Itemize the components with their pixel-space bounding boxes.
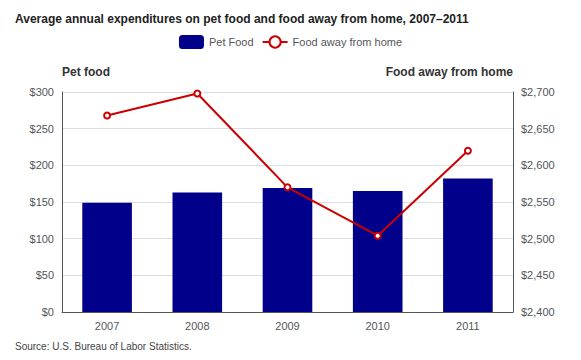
svg-text:$0: $0 xyxy=(42,306,54,318)
svg-text:$2,650: $2,650 xyxy=(521,123,555,135)
svg-text:$200: $200 xyxy=(30,159,54,171)
svg-text:$2,400: $2,400 xyxy=(521,306,555,318)
svg-text:$2,550: $2,550 xyxy=(521,196,555,208)
svg-text:$2,450: $2,450 xyxy=(521,269,555,281)
svg-text:$250: $250 xyxy=(30,123,54,135)
svg-text:2010: 2010 xyxy=(365,320,389,332)
svg-text:$150: $150 xyxy=(30,196,54,208)
svg-text:2009: 2009 xyxy=(275,320,299,332)
svg-text:Pet food: Pet food xyxy=(62,65,110,79)
svg-text:2011: 2011 xyxy=(456,320,480,332)
svg-text:$50: $50 xyxy=(36,269,54,281)
svg-text:2008: 2008 xyxy=(185,320,209,332)
svg-text:Pet Food: Pet Food xyxy=(209,36,254,48)
svg-text:Food away from home: Food away from home xyxy=(293,36,402,48)
svg-text:$2,500: $2,500 xyxy=(521,233,555,245)
svg-text:$2,700: $2,700 xyxy=(521,86,555,98)
svg-text:$300: $300 xyxy=(30,86,54,98)
svg-text:Source: U.S. Bureau of Labor S: Source: U.S. Bureau of Labor Statistics. xyxy=(15,341,192,352)
svg-text:$100: $100 xyxy=(30,233,54,245)
svg-text:Food away from home: Food away from home xyxy=(386,65,514,79)
svg-text:$2,600: $2,600 xyxy=(521,159,555,171)
svg-text:Average annual expenditures on: Average annual expenditures on pet food … xyxy=(15,12,469,26)
svg-text:2007: 2007 xyxy=(95,320,119,332)
